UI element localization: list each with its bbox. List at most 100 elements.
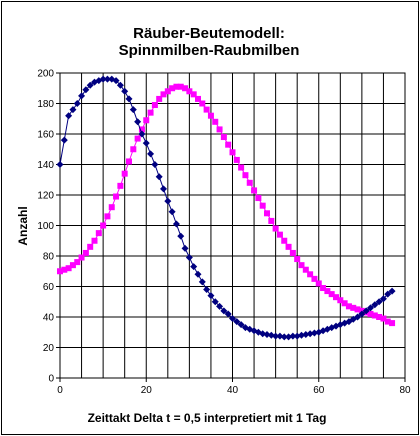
raubmilben-point bbox=[337, 297, 344, 304]
raubmilben-point bbox=[246, 179, 253, 186]
spinnmilben-point bbox=[138, 130, 146, 138]
y-tick-label: 100 bbox=[37, 221, 54, 232]
raubmilben-point bbox=[108, 204, 115, 211]
raubmilben-point bbox=[95, 230, 102, 237]
spinnmilben-point bbox=[367, 304, 374, 312]
spinnmilben-point bbox=[207, 292, 215, 300]
x-axis-ticks: 0 20 40 60 80 bbox=[57, 378, 411, 396]
raubmilben-point bbox=[134, 135, 141, 142]
chart-title-line-1: Räuber-Beutemodell: bbox=[133, 25, 285, 42]
raubmilben-point bbox=[199, 100, 206, 107]
spinnmilben-point bbox=[168, 208, 176, 216]
raubmilben-point bbox=[126, 158, 132, 165]
raubmilben-point bbox=[281, 237, 288, 244]
y-tick-label: 120 bbox=[37, 191, 54, 202]
y-tick-label: 140 bbox=[37, 160, 54, 171]
raubmilben-point bbox=[169, 85, 176, 92]
raubmilben-point bbox=[82, 249, 89, 256]
spinnmilben-point bbox=[371, 301, 379, 309]
raubmilben-point bbox=[177, 83, 184, 90]
spinnmilben-point bbox=[293, 332, 301, 340]
raubmilben-point bbox=[264, 210, 270, 217]
spinnmilben-point bbox=[60, 136, 68, 144]
raubmilben-point bbox=[341, 300, 348, 307]
spinnmilben-point bbox=[73, 100, 81, 107]
spinnmilben-point bbox=[298, 331, 305, 339]
raubmilben-point bbox=[220, 134, 227, 141]
raubmilben-point bbox=[307, 271, 314, 278]
y-tick-label: 20 bbox=[43, 343, 55, 354]
raubmilben-point bbox=[74, 259, 81, 266]
raubmilben-point bbox=[251, 187, 258, 194]
spinnmilben-point bbox=[276, 332, 284, 340]
x-tick-label: 60 bbox=[313, 385, 325, 396]
chart-title-line-2: Spinnmilben-Raubmilben bbox=[119, 42, 300, 59]
x-axis-title: Zeittakt Delta t = 0,5 interpretiert mit… bbox=[88, 411, 327, 425]
spinnmilben-point bbox=[164, 197, 172, 205]
raubmilben-point bbox=[255, 195, 262, 202]
raubmilben-point bbox=[61, 266, 68, 273]
raubmilben-point bbox=[285, 243, 292, 250]
raubmilben-point bbox=[212, 118, 219, 125]
raubmilben-point bbox=[333, 294, 339, 301]
spinnmilben-point bbox=[198, 278, 206, 286]
raubmilben-point bbox=[138, 126, 145, 133]
spinnmilben-point bbox=[177, 232, 185, 240]
spinnmilben-point bbox=[388, 287, 396, 295]
raubmilben-point bbox=[376, 314, 383, 320]
raubmilben-point bbox=[186, 88, 193, 95]
raubmilben-point bbox=[315, 280, 322, 287]
raubmilben-point bbox=[367, 310, 374, 317]
spinnmilben-point bbox=[211, 298, 219, 306]
spinnmilben-point bbox=[375, 298, 383, 306]
raubmilben-point bbox=[354, 306, 361, 313]
spinnmilben-point bbox=[362, 307, 370, 315]
spinnmilben-point bbox=[220, 307, 228, 315]
spinnmilben-point bbox=[103, 75, 111, 83]
spinnmilben-point bbox=[203, 286, 211, 294]
spinnmilben-point bbox=[147, 150, 155, 158]
spinnmilben-point bbox=[237, 321, 245, 329]
spinnmilben-point bbox=[112, 77, 120, 85]
spinnmilben-point bbox=[56, 161, 64, 168]
raubmilben-point bbox=[324, 288, 331, 295]
raubmilben-point bbox=[65, 265, 72, 272]
spinnmilben-point bbox=[190, 263, 198, 271]
spinnmilben-point bbox=[263, 331, 271, 339]
raubmilben-point bbox=[238, 164, 245, 171]
raubmilben-point bbox=[100, 222, 107, 229]
spinnmilben-point bbox=[155, 173, 163, 181]
spinnmilben-point bbox=[65, 112, 73, 120]
spinnmilben-point bbox=[82, 86, 90, 94]
spinnmilben-point bbox=[121, 87, 129, 95]
x-tick-label: 20 bbox=[141, 385, 153, 396]
raubmilben-point bbox=[233, 156, 240, 163]
raubmilben-point bbox=[320, 285, 327, 292]
spinnmilben-point bbox=[379, 295, 387, 303]
spinnmilben-point bbox=[233, 318, 241, 326]
y-tick-label: 0 bbox=[48, 374, 54, 385]
raubmilben-point bbox=[207, 112, 214, 119]
spinnmilben-point bbox=[142, 139, 150, 147]
spinnmilben-point bbox=[354, 313, 362, 321]
raubmilben-point bbox=[272, 225, 279, 232]
spinnmilben-point bbox=[267, 331, 275, 339]
y-tick-label: 160 bbox=[37, 130, 54, 141]
spinnmilben-point bbox=[259, 330, 267, 338]
raubmilben-point bbox=[104, 213, 111, 220]
spinnmilben-point bbox=[302, 331, 310, 339]
y-axis-ticks: 0 20 40 60 80 100 120 140 160 180 200 bbox=[37, 69, 60, 385]
raubmilben-point bbox=[156, 95, 163, 102]
raubmilben-point bbox=[160, 91, 167, 98]
series-spinnmilben bbox=[56, 75, 396, 341]
raubmilben-point bbox=[380, 315, 387, 322]
x-tick-label: 40 bbox=[227, 385, 239, 396]
spinnmilben-point bbox=[272, 332, 280, 340]
spinnmilben-point bbox=[99, 75, 107, 83]
series-raubmilben bbox=[57, 83, 396, 327]
raubmilben-point bbox=[242, 172, 249, 179]
raubmilben-point bbox=[151, 102, 158, 109]
raubmilben-point bbox=[164, 88, 171, 95]
